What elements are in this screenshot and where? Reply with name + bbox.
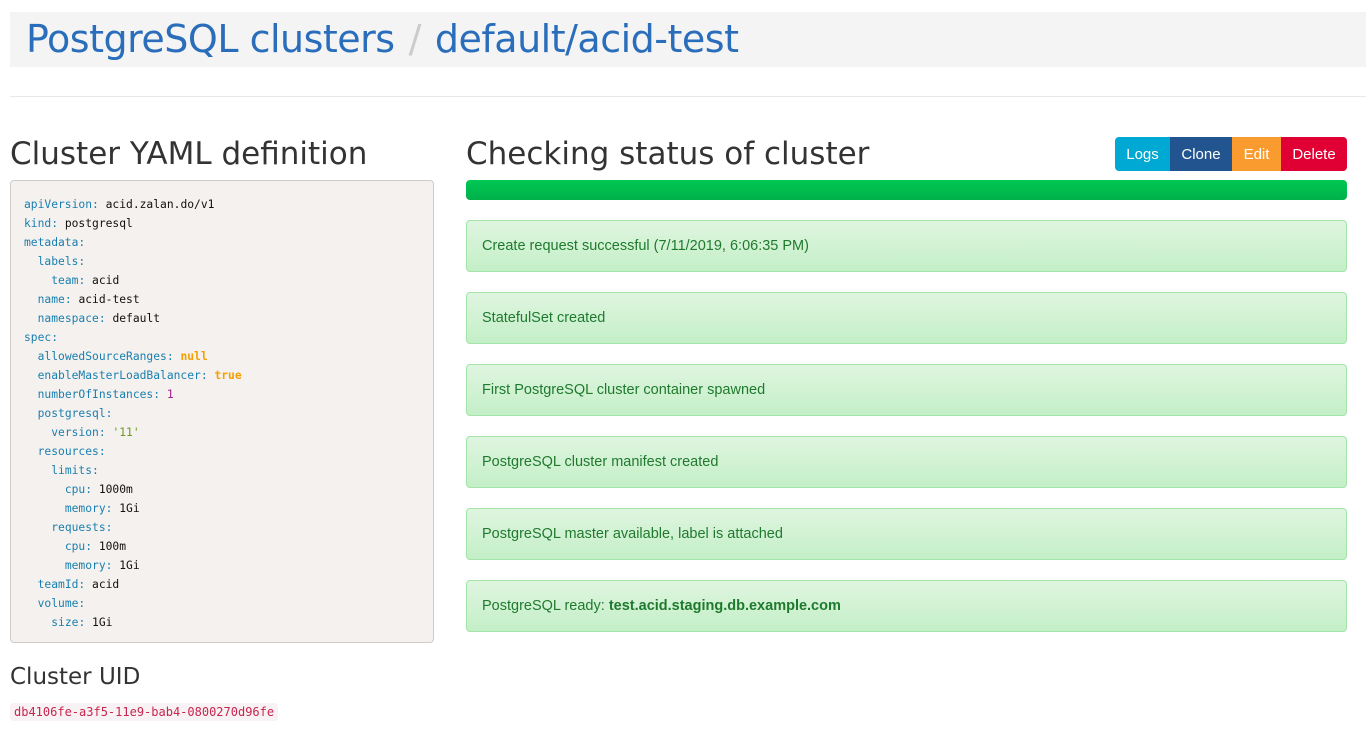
- yaml-line: name: acid-test: [37, 293, 140, 306]
- page-header: PostgreSQL clusters / default/acid-test: [10, 12, 1366, 67]
- yaml-key: memory: [64, 559, 106, 572]
- yaml-value: 100m: [98, 540, 127, 553]
- status-message: PostgreSQL cluster manifest created: [466, 436, 1347, 488]
- yaml-line: postgresql:: [37, 407, 120, 420]
- yaml-line: memory: 1Gi: [64, 559, 140, 572]
- yaml-key: team: [51, 274, 79, 287]
- yaml-definition: apiVersion: acid.zalan.do/v1 kind: postgr…: [10, 180, 434, 643]
- yaml-line: resources:: [37, 445, 113, 458]
- yaml-key: resources: [37, 445, 99, 458]
- status-title: Checking status of cluster: [466, 136, 870, 172]
- breadcrumb-current[interactable]: default/acid-test: [434, 17, 739, 61]
- status-message: First PostgreSQL cluster container spawn…: [466, 364, 1347, 416]
- status-message-text: StatefulSet created: [482, 310, 606, 326]
- yaml-line: cpu: 1000m: [64, 483, 133, 496]
- yaml-key: spec: [24, 331, 52, 344]
- yaml-line: volume:: [37, 597, 93, 610]
- status-message-text: PostgreSQL master available, label is at…: [482, 526, 783, 542]
- yaml-key: namespace: [37, 312, 99, 325]
- yaml-line: memory: 1Gi: [64, 502, 140, 515]
- yaml-key: labels: [37, 255, 79, 268]
- action-buttons: Logs Clone Edit Delete: [1115, 137, 1347, 171]
- yaml-key: enableMasterLoadBalancer: [37, 369, 201, 382]
- yaml-key: version: [51, 426, 99, 439]
- status-message-host: test.acid.staging.db.example.com: [608, 598, 841, 614]
- yaml-key: name: [37, 293, 65, 306]
- yaml-line: cpu: 100m: [64, 540, 127, 553]
- yaml-key: volume: [37, 597, 79, 610]
- breadcrumb-clusters-link[interactable]: PostgreSQL clusters: [26, 17, 395, 61]
- yaml-value: '11': [112, 426, 140, 439]
- yaml-key: apiVersion: [24, 198, 93, 211]
- yaml-value: 1Gi: [119, 502, 140, 515]
- yaml-line: enableMasterLoadBalancer: true: [37, 369, 242, 382]
- yaml-key: cpu: [64, 540, 86, 553]
- yaml-key: kind: [24, 217, 52, 230]
- yaml-value: postgresql: [64, 217, 133, 230]
- yaml-line: teamId: acid: [37, 578, 120, 591]
- yaml-key: postgresql: [37, 407, 106, 420]
- yaml-key: size: [51, 616, 79, 629]
- yaml-value: true: [214, 369, 242, 382]
- yaml-value: 1000m: [98, 483, 133, 496]
- yaml-value: acid: [92, 274, 120, 287]
- yaml-line: size: 1Gi: [51, 616, 113, 629]
- cluster-uid: db4106fe-a3f5-11e9-bab4-0800270d96fe: [10, 703, 279, 721]
- yaml-line: requests:: [51, 521, 120, 534]
- yaml-line: team: acid: [51, 274, 120, 287]
- yaml-key: limits: [51, 464, 93, 477]
- logs-button[interactable]: Logs: [1115, 137, 1170, 171]
- status-message-text: First PostgreSQL cluster container spawn…: [482, 382, 766, 398]
- yaml-key: requests: [51, 521, 106, 534]
- yaml-line: kind: postgresql: [24, 217, 133, 230]
- status-message-text: PostgreSQL ready:: [482, 598, 609, 614]
- status-message: Create request successful (7/11/2019, 6:…: [466, 220, 1347, 272]
- yaml-line: spec:: [24, 331, 65, 344]
- yaml-key: teamId: [37, 578, 79, 591]
- breadcrumb: PostgreSQL clusters / default/acid-test: [26, 17, 739, 61]
- delete-button[interactable]: Delete: [1281, 137, 1347, 171]
- yaml-title: Cluster YAML definition: [10, 136, 368, 172]
- yaml-value: acid: [92, 578, 120, 591]
- yaml-value: 1: [166, 388, 174, 401]
- clone-button[interactable]: Clone: [1170, 137, 1232, 171]
- yaml-line: limits:: [51, 464, 106, 477]
- yaml-value: default: [112, 312, 161, 325]
- yaml-value: acid-test: [78, 293, 140, 306]
- status-message-text: Create request successful (7/11/2019, 6:…: [482, 238, 809, 254]
- yaml-line: metadata:: [24, 236, 93, 249]
- yaml-line: version: '11': [51, 426, 140, 439]
- yaml-line: apiVersion: acid.zalan.do/v1: [24, 198, 215, 211]
- yaml-key: memory: [64, 502, 106, 515]
- yaml-value: 1Gi: [119, 559, 140, 572]
- status-message: PostgreSQL master available, label is at…: [466, 508, 1347, 560]
- status-message-text: PostgreSQL cluster manifest created: [482, 454, 719, 470]
- yaml-value: null: [180, 350, 208, 363]
- yaml-line: allowedSourceRanges: null: [37, 350, 208, 363]
- status-message: StatefulSet created: [466, 292, 1347, 344]
- status-message: PostgreSQL ready: test.acid.staging.db.e…: [466, 580, 1347, 632]
- yaml-key: allowedSourceRanges: [37, 350, 167, 363]
- yaml-line: labels:: [37, 255, 93, 268]
- uid-title: Cluster UID: [10, 664, 141, 690]
- yaml-key: cpu: [64, 483, 86, 496]
- yaml-line: namespace: default: [37, 312, 161, 325]
- progress-bar: [466, 180, 1347, 200]
- yaml-value: 1Gi: [92, 616, 113, 629]
- edit-button[interactable]: Edit: [1232, 137, 1281, 171]
- yaml-key: numberOfInstances: [37, 388, 154, 401]
- yaml-value: acid.zalan.do/v1: [105, 198, 215, 211]
- yaml-key: metadata: [24, 236, 79, 249]
- divider: [10, 96, 1366, 97]
- yaml-line: numberOfInstances: 1: [37, 388, 174, 401]
- breadcrumb-separator: /: [408, 17, 422, 61]
